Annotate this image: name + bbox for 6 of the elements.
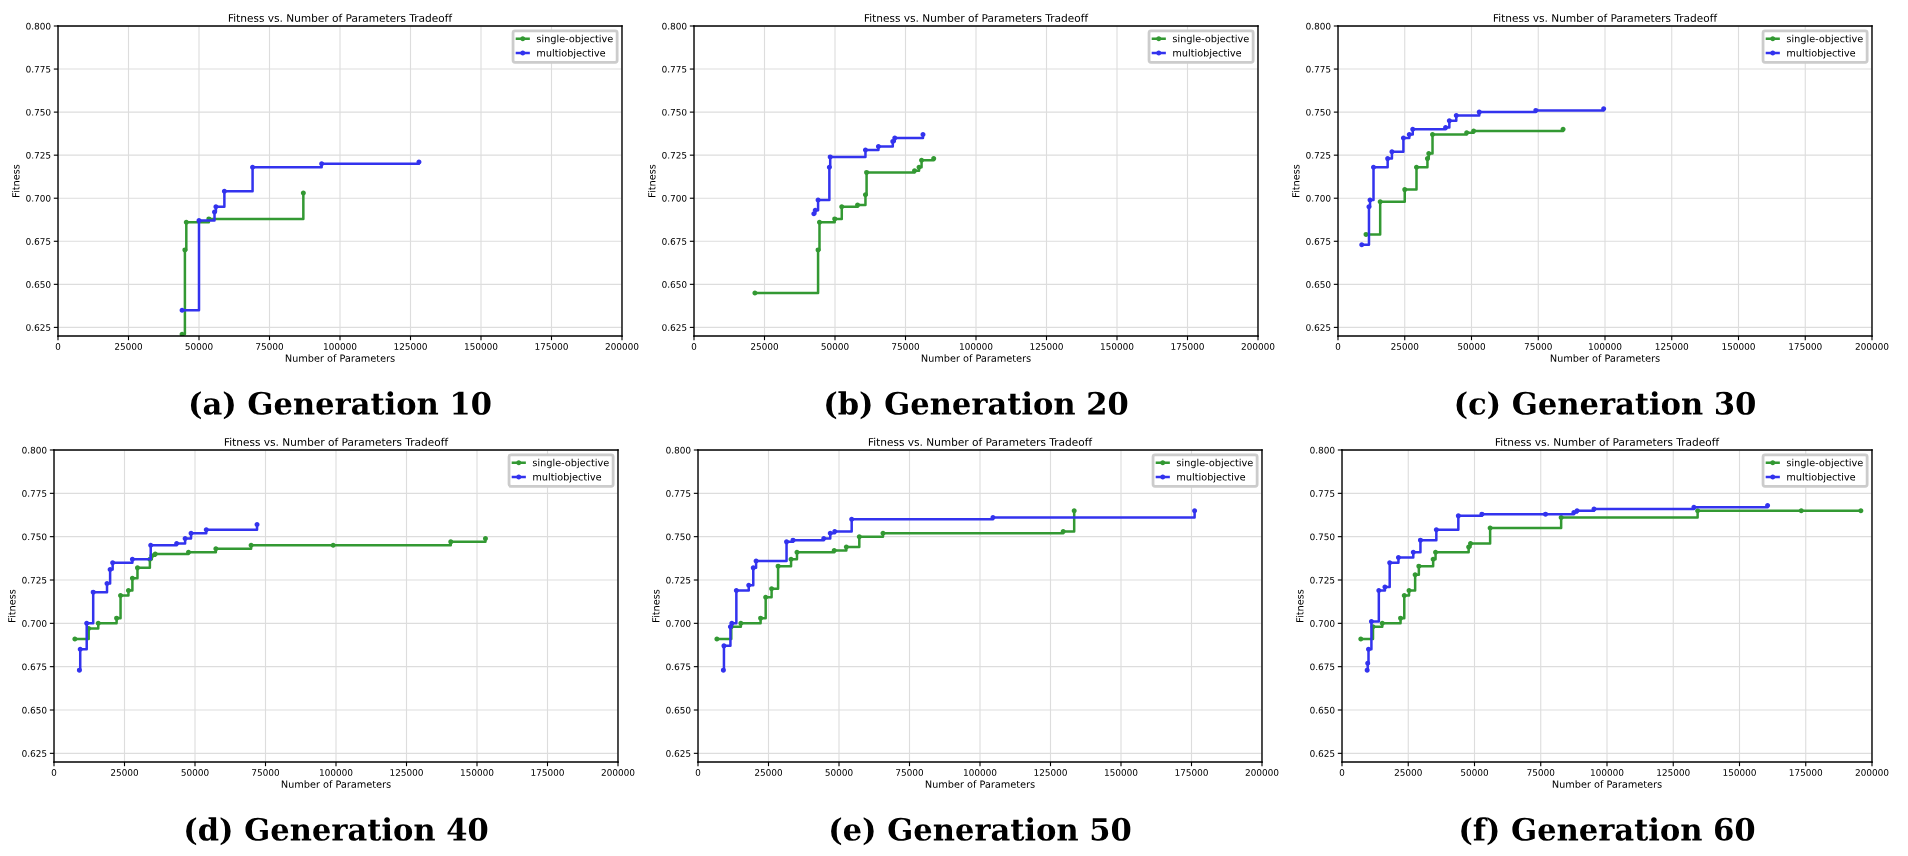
text: (d) Generation 40: [186, 817, 488, 846]
text: (b) Generation 20: [826, 391, 1128, 420]
text: (c) Generation 30: [1456, 391, 1755, 420]
text: (a) Generation 10: [190, 391, 491, 420]
text: (e) Generation 50: [831, 817, 1131, 846]
text: (f) Generation 60: [1461, 817, 1755, 846]
